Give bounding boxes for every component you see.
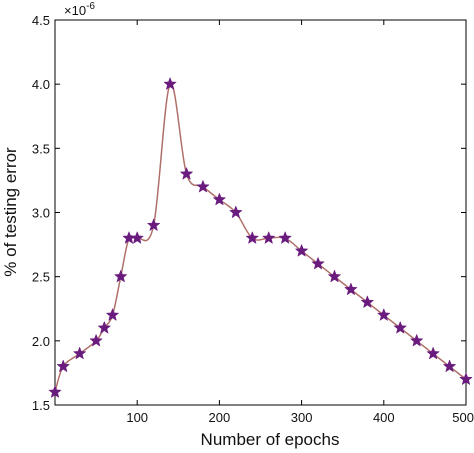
data-point-star <box>196 179 210 193</box>
data-point-star <box>163 76 177 90</box>
data-point-star <box>261 230 276 244</box>
series-markers <box>48 76 473 398</box>
data-point-star <box>89 333 103 347</box>
data-point-star <box>113 269 128 283</box>
data-point-star <box>105 307 120 321</box>
y-tick-label: 3.5 <box>32 141 50 156</box>
y-tick-label: 4.5 <box>32 13 50 28</box>
data-point-star <box>344 282 358 296</box>
data-point-star <box>212 192 227 206</box>
data-point-star <box>245 230 260 244</box>
data-point-star <box>56 359 71 373</box>
data-point-star <box>393 320 408 334</box>
data-point-star <box>426 346 440 360</box>
data-point-star <box>72 346 87 360</box>
data-point-star <box>146 218 161 232</box>
y-tick-label: 2.5 <box>32 270 50 285</box>
data-point-star <box>360 295 375 309</box>
y-axis-label: % of testing error <box>1 147 20 277</box>
y-multiplier-label: ×10-6 <box>64 1 95 18</box>
x-tick-label: 300 <box>291 410 313 425</box>
data-point-star <box>409 333 424 347</box>
y-tick-label: 1.5 <box>32 398 50 413</box>
x-tick-label: 500 <box>452 410 474 425</box>
y-tick-label: 2.0 <box>32 334 50 349</box>
data-point-star <box>294 243 309 257</box>
data-point-star <box>459 372 473 386</box>
plot-frame <box>54 19 467 406</box>
data-point-star <box>97 320 112 334</box>
data-point-star <box>130 230 145 244</box>
axis-ticks: 100 200 300 400 500 1.5 2.0 2.5 3.0 3.5 4.0 4.5 <box>32 13 474 425</box>
y-tick-label: 3.0 <box>32 206 50 221</box>
data-point-star <box>278 230 292 244</box>
x-axis-label: Number of epochs <box>201 430 340 449</box>
y-tick-label: 4.0 <box>32 77 50 92</box>
data-point-star <box>376 307 391 321</box>
data-point-star <box>442 359 457 373</box>
data-point-star <box>311 256 325 270</box>
x-tick-label: 400 <box>373 410 395 425</box>
data-point-star <box>327 269 342 283</box>
data-point-star <box>179 166 194 180</box>
x-tick-label: 100 <box>126 410 148 425</box>
data-point-star <box>229 205 243 219</box>
data-point-star <box>48 384 62 398</box>
x-tick-label: 200 <box>209 410 231 425</box>
